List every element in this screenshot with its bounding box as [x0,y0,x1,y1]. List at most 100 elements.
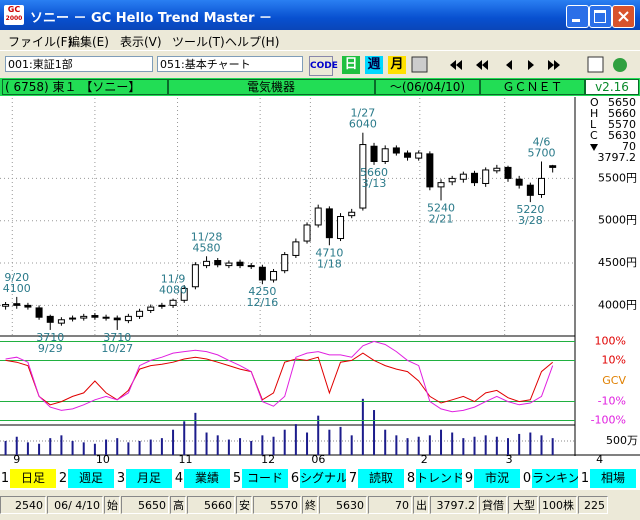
candle-body [415,152,423,159]
annotation-date: 11/9 [161,273,186,286]
tab[interactable]: 1 相場 [580,466,638,490]
candle-body [69,317,77,320]
tab[interactable]: 0ランキング [522,466,580,490]
candle-body [325,208,333,239]
volume-bar [93,443,96,455]
volume-bar [540,435,543,455]
x-tick-label: 10 [96,453,110,466]
volume-bar [529,432,532,455]
volume-bar [495,436,498,455]
volume-bar [350,435,353,455]
app-icon: GC 2000 [4,5,24,25]
annotation-value: 3710 [103,331,131,344]
status-field: 06/ 4/10 [47,496,103,514]
status-field: 大型 [508,496,538,514]
chart-select[interactable]: 051:基本チャート [157,56,303,72]
candle-body [281,254,289,272]
daily-button[interactable]: 日 [342,56,360,74]
icon-text: GC [7,5,21,14]
status-field: 貸借 [479,496,507,514]
tab[interactable]: 1 日足 [0,466,58,490]
menu-item[interactable]: 編集(E) [68,35,109,49]
tab-label: トレンド [416,468,462,488]
quote-low: 5570 [608,118,636,131]
annotation-date: 2/21 [429,212,454,225]
candle-body [80,315,88,319]
volume-bar [149,439,152,455]
chart: O H L C 5650 5660 5570 5630 70 3797.2 50… [0,96,640,466]
annotation-date: 1/27 [351,107,376,120]
volume-bar [518,433,521,455]
volume-bar [462,438,465,455]
tab-key: 0 [522,470,532,486]
annotation-value: 4080 [159,284,187,297]
tab[interactable]: 6 シグナル [290,466,348,490]
tab-key: 3 [116,470,126,486]
volume-bar [4,440,7,455]
candle-body [236,261,244,267]
x-tick-label: 06 [311,453,325,466]
candle-body [437,182,445,188]
tab-key: 2 [58,470,68,486]
maximize-button[interactable] [589,5,612,28]
annotation-date: 11/28 [191,230,223,243]
volume-bar [440,429,443,455]
candle-body [13,303,21,306]
indicator-label: GCV [602,374,626,387]
minimize-button[interactable] [566,5,589,28]
volume-bar [272,436,275,455]
volume-bar [294,424,297,455]
quote-label: O [590,96,599,109]
menu-item[interactable]: ヘルプ(H) [225,35,280,49]
toolbar-icons [411,56,627,73]
tab[interactable]: 9 市況 [464,466,522,490]
sector: 電気機器 [167,79,375,95]
candle-body [348,211,356,217]
tab[interactable]: 5 コード [232,466,290,490]
indicator-line [5,352,554,406]
x-tick-label: 2 [421,453,428,466]
volume-bar [306,432,309,455]
market-select[interactable]: 001:東証1部 [5,56,153,72]
tab[interactable]: 8 トレンド [406,466,464,490]
quote-label: C [590,129,598,142]
status-field: 安 [236,496,252,514]
status-field: 225 [578,496,608,514]
candle-body [459,173,467,180]
tab[interactable]: 4 業績 [174,466,232,490]
annotation-value: 4710 [315,246,343,259]
info-bar: ( 6758) 東１ 【ソニー】 電気機器 ～(06/04/10) ＧＣＮＥＴ … [0,78,640,96]
close-button[interactable] [612,5,635,28]
candle-body [158,304,166,307]
candle-body [136,310,144,317]
annotation-value: 3710 [36,331,64,344]
tab[interactable]: 2 週足 [58,466,116,490]
menu-item[interactable]: ファイル(F) [8,35,73,49]
candle-body [46,315,54,323]
volume-bar [105,439,108,455]
annotation-date: 9/29 [38,342,63,355]
annotation-date: 3/13 [362,177,387,190]
annotation-date: 12/16 [247,296,279,309]
tab[interactable]: 3 月足 [116,466,174,490]
tab-label: 週足 [68,468,114,488]
status-field: 終 [302,496,318,514]
annotation-value: 5220 [516,203,544,216]
menu-item[interactable]: ツール(T) [172,35,225,49]
weekly-button[interactable]: 週 [365,56,383,74]
candle-body [337,216,345,240]
y-tick-label: 4500円 [598,256,637,269]
tab-label: 読取 [358,468,404,488]
volume-bar [183,421,186,455]
tab-label: 月足 [126,468,172,488]
candle-body [404,152,412,158]
annotation-value: 5700 [528,146,556,159]
menu-item[interactable]: 表示(V) [120,35,162,49]
volume-bar [328,429,331,455]
annotation-date: 10/27 [101,342,133,355]
tab[interactable]: 7 読取 [348,466,406,490]
volume-bar [127,442,130,455]
monthly-button[interactable]: 月 [388,56,406,74]
window-title: ソニー － GC Hello Trend Master － [30,11,273,26]
code-button[interactable]: CODE [309,56,338,76]
